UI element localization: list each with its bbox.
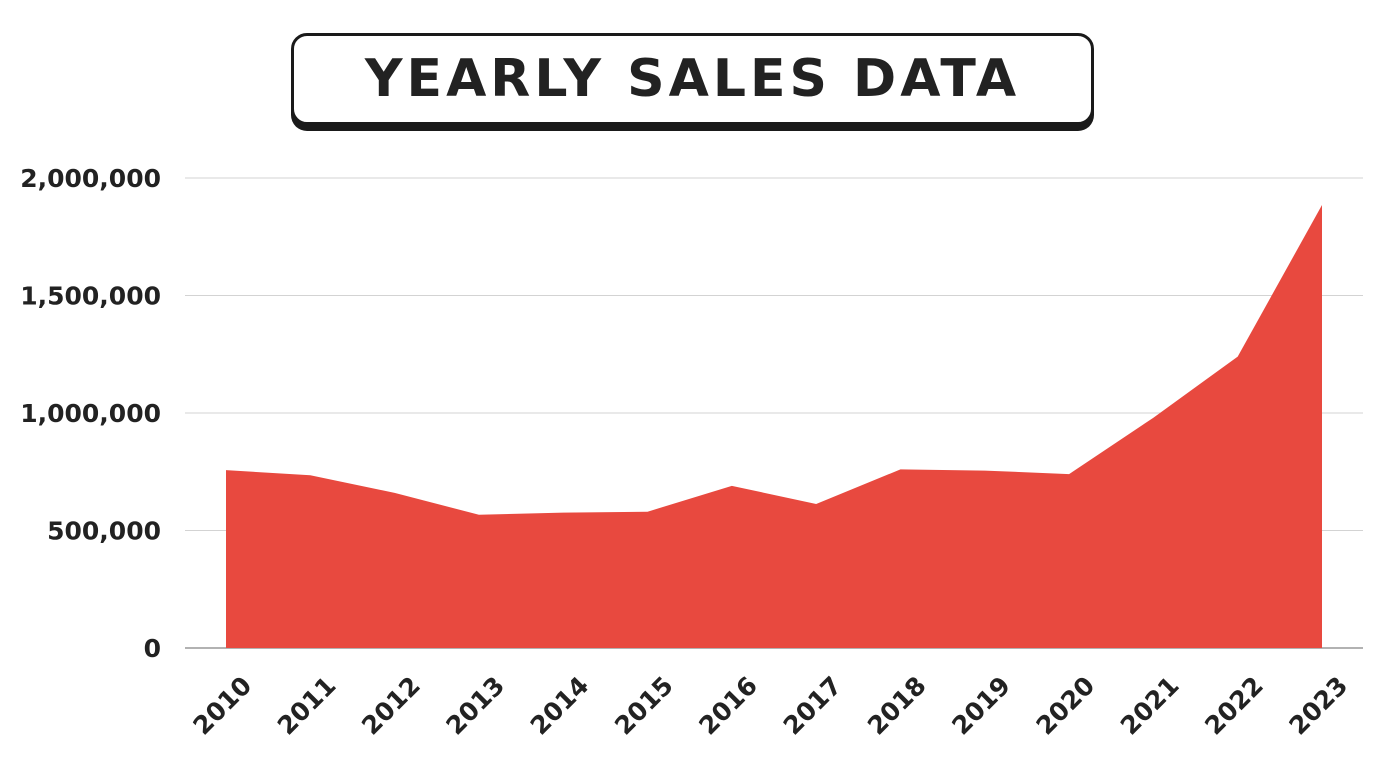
chart-title-box: YEARLY SALES DATA	[291, 33, 1094, 125]
x-tick-label: 2013	[440, 671, 510, 741]
x-tick-label: 2016	[693, 671, 763, 741]
y-tick-label: 500,000	[47, 517, 161, 546]
y-tick-label: 1,500,000	[20, 282, 161, 311]
x-tick-label: 2021	[1115, 671, 1185, 741]
x-tick-label: 2011	[272, 671, 342, 741]
y-tick-label: 0	[144, 634, 161, 663]
chart-title: YEARLY SALES DATA	[364, 49, 1021, 109]
x-axis-ticks: 2010 2011 2012 2013 2014 2015 2016 2017 2018 2019…	[188, 671, 1354, 741]
y-axis-ticks: 0 500,000 1,000,000 1,500,000 2,000,000	[20, 164, 161, 663]
y-tick-label: 1,000,000	[20, 399, 161, 428]
x-tick-label: 2020	[1031, 671, 1101, 741]
x-tick-label: 2015	[609, 671, 679, 741]
x-tick-label: 2018	[862, 671, 932, 741]
x-tick-label: 2022	[1199, 671, 1269, 741]
x-tick-label: 2017	[778, 671, 848, 741]
x-tick-label: 2019	[946, 671, 1016, 741]
area-series	[226, 205, 1322, 648]
x-tick-label: 2012	[356, 671, 426, 741]
x-tick-label: 2010	[188, 671, 258, 741]
sales-area	[226, 205, 1322, 648]
x-tick-label: 2023	[1284, 671, 1354, 741]
x-tick-label: 2014	[525, 671, 595, 741]
y-tick-label: 2,000,000	[20, 164, 161, 193]
